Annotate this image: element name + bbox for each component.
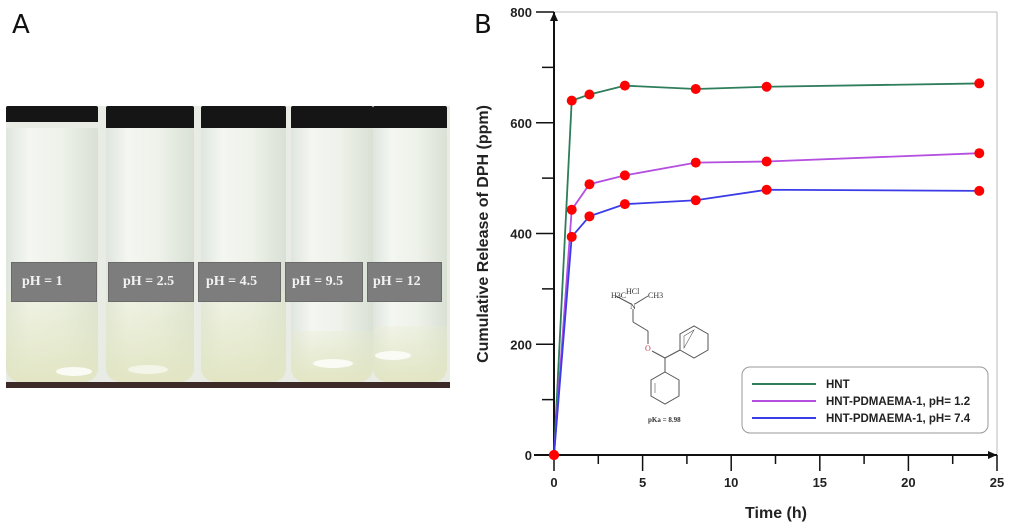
data-point-marker [761, 81, 772, 92]
data-point-marker [619, 80, 630, 91]
data-point-marker [584, 89, 595, 100]
legend-label-ph12: HNT-PDMAEMA-1, pH= 1.2 [826, 396, 970, 408]
y-tick-label: 0 [525, 448, 532, 463]
data-point-marker [974, 185, 985, 196]
data-point-marker [974, 148, 985, 159]
y-tick-label: 400 [510, 227, 532, 242]
data-point-marker [566, 204, 577, 215]
data-point-marker [690, 157, 701, 168]
x-tick-label: 10 [724, 475, 738, 490]
vial-5 [373, 106, 447, 388]
release-chart: 0 200 400 600 800 0 5 10 15 20 25 Cumulative Relea… [470, 0, 1009, 527]
x-tick-label: 0 [550, 475, 557, 490]
x-tick-label: 5 [639, 475, 646, 490]
legend-label-hnt: HNT [826, 379, 850, 391]
x-tick-label: 20 [901, 475, 915, 490]
svg-text:Cumulative Release of DPH (ppm: Cumulative Release of DPH (ppm) [475, 105, 492, 363]
vial-2 [106, 106, 194, 388]
data-point-marker [619, 199, 630, 210]
data-point-marker [974, 78, 985, 89]
molecule-hcl: HCl [626, 287, 640, 296]
molecule-ch3-right: CH3 [648, 291, 663, 300]
data-point-marker [690, 83, 701, 94]
bench [6, 382, 450, 388]
ph-label-4: pH = 9.5 [285, 262, 363, 302]
x-tick-label: 25 [990, 475, 1004, 490]
vial-1 [6, 106, 98, 388]
data-point-marker [549, 450, 559, 460]
ph-label-3: pH = 4.5 [198, 262, 281, 302]
legend-label-ph74: HNT-PDMAEMA-1, pH= 7.4 [826, 413, 971, 425]
panel-a-label: A [12, 10, 30, 40]
vial-3 [201, 106, 286, 388]
series-markers [549, 78, 985, 460]
axes: 0 200 400 600 800 0 5 10 15 20 25 [510, 5, 1004, 490]
data-point-marker [584, 211, 595, 222]
molecule-o: O [645, 344, 651, 353]
x-axis-title: Time (h) [745, 505, 807, 522]
vial-4 [291, 106, 373, 388]
data-point-marker [584, 179, 595, 190]
ph-label-5: pH = 12 [367, 262, 442, 302]
x-tick-label: 15 [813, 475, 827, 490]
molecule-pka: pKa = 8.98 [648, 416, 681, 424]
data-point-marker [566, 231, 577, 242]
data-point-marker [566, 95, 577, 106]
y-tick-label: 200 [510, 337, 532, 352]
data-point-marker [619, 170, 630, 181]
data-point-marker [761, 156, 772, 167]
molecule-ch3-left: H3C [611, 291, 626, 300]
y-axis-title: Cumulative Release of DPH (ppm) [475, 105, 492, 363]
panel-b-label: B [474, 10, 492, 40]
vials-photo: pH = 1 pH = 2.5 pH = 4.5 pH = 9.5 pH = 1… [6, 106, 450, 388]
ph-label-1: pH = 1 [11, 262, 97, 302]
legend: HNT HNT-PDMAEMA-1, pH= 1.2 HNT-PDMAEMA-1… [741, 366, 989, 434]
molecule-n: N [630, 302, 636, 311]
x-axis-arrow [988, 451, 997, 459]
y-tick-label: 800 [510, 5, 532, 20]
data-point-marker [761, 184, 772, 195]
data-point-marker [690, 195, 701, 206]
y-axis-arrow [550, 12, 558, 21]
y-tick-label: 600 [510, 116, 532, 131]
ph-label-2: pH = 2.5 [108, 262, 194, 302]
dph-molecule-structure [615, 295, 709, 405]
